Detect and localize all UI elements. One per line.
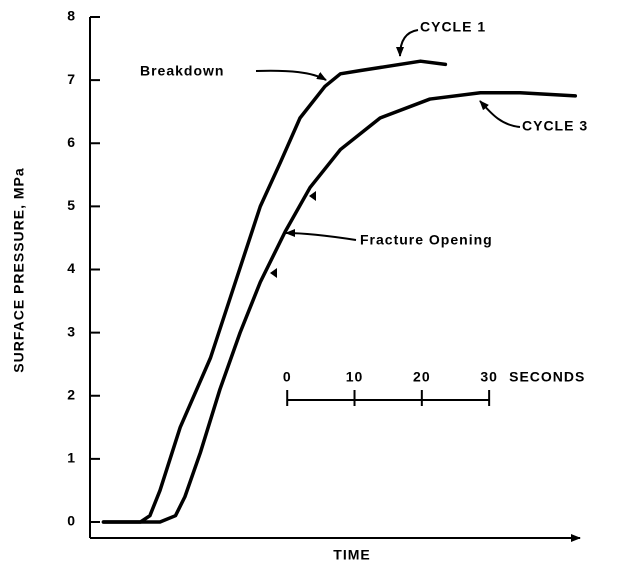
line-series [101,59,448,524]
y-tick-label: 2 [67,386,76,402]
y-axis-label: SURFACE PRESSURE, MPa [11,167,27,372]
annotation-arrow [396,29,419,57]
y-tick-label: 4 [67,260,76,276]
y-tick-label: 6 [67,134,76,150]
scale-bar-unit: SECONDS [509,369,585,385]
y-tick-label: 3 [67,323,76,339]
line-series [101,91,578,524]
annotation: Breakdown [140,63,224,79]
y-tick-label: 1 [67,450,76,466]
scale-bar-label: 10 [346,369,364,385]
y-tick-label: 8 [67,8,76,24]
x-axis-label: TIME [333,547,370,563]
scale-bar-label: 0 [283,369,292,385]
annotation-arrow [255,69,327,81]
series-label: CYCLE 1 [420,19,486,35]
y-tick-label: 7 [67,71,76,87]
annotation-arrow [479,100,521,128]
y-tick-label: 0 [67,513,76,529]
marker-arrowhead [270,268,277,278]
scale-bar-label: 30 [480,369,498,385]
scale-bar-label: 20 [413,369,431,385]
annotation: Fracture Opening [360,232,493,248]
marker-arrowhead [309,191,316,201]
series-label: CYCLE 3 [522,118,588,134]
annotation-arrow [285,229,357,241]
y-tick-label: 5 [67,197,76,213]
